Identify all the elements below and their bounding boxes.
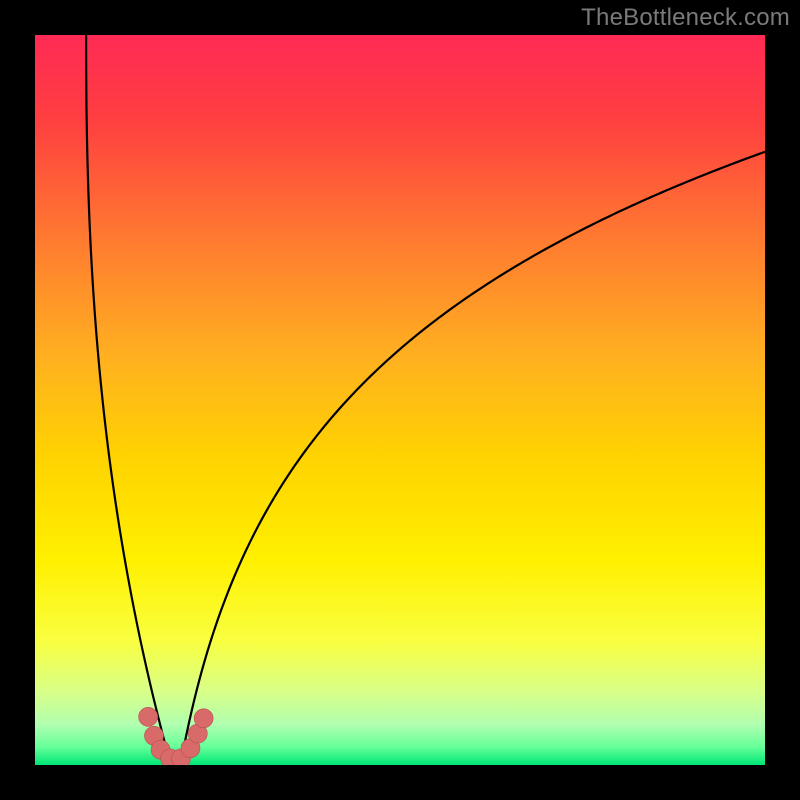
marker-dot: [194, 709, 213, 728]
watermark-text: TheBottleneck.com: [581, 4, 790, 32]
marker-dot: [139, 707, 158, 726]
chart-stage: TheBottleneck.com: [0, 0, 800, 800]
chart-svg: [0, 0, 800, 800]
